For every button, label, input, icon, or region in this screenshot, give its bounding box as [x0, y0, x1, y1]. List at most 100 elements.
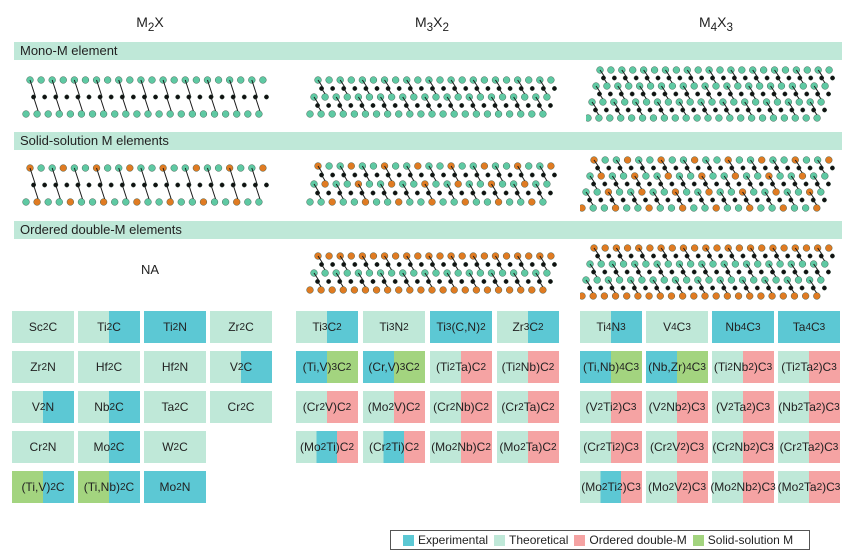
m-atom: [447, 162, 455, 170]
x-atom: [459, 103, 465, 108]
composition-cell: Ta 2 C: [144, 391, 206, 423]
m-atom: [77, 198, 86, 206]
m-atom: [758, 244, 766, 252]
m-atom: [428, 110, 436, 118]
m-atom: [806, 276, 814, 284]
composition-cell: Mo 2 C: [78, 431, 140, 463]
x-atom: [503, 103, 509, 108]
composition-cell: (Mo 2 Ta 2)C 3: [778, 471, 840, 503]
m-atom: [601, 244, 609, 252]
m-atom: [768, 204, 776, 212]
m-atom: [621, 98, 629, 106]
m-atom: [306, 110, 314, 118]
m-atom: [506, 198, 514, 206]
m-atom: [615, 188, 624, 196]
m-atom: [802, 244, 811, 252]
m-atom: [727, 276, 735, 284]
m-atom: [395, 198, 403, 206]
m-atom: [395, 110, 403, 118]
m-atom: [347, 252, 355, 260]
m-atom: [525, 252, 533, 260]
m-atom: [199, 110, 208, 118]
x-atom: [352, 262, 358, 267]
m-atom: [199, 198, 208, 206]
m-atom: [709, 172, 717, 180]
m-atom: [783, 276, 791, 284]
x-atom: [86, 94, 92, 100]
composition-cell: Ti 3 N 2: [363, 311, 425, 343]
bond-line: [162, 79, 170, 98]
m-atom: [436, 76, 444, 84]
m-atom: [693, 114, 701, 122]
x-atom: [481, 103, 487, 108]
m-atom: [746, 292, 754, 300]
m-atom: [611, 204, 620, 212]
x-atom: [463, 172, 469, 178]
m-atom: [432, 93, 440, 101]
x-atom: [330, 86, 336, 91]
bond-line: [251, 167, 258, 186]
m-atom: [679, 82, 687, 90]
x-atom: [732, 197, 738, 203]
x-atom: [463, 262, 469, 267]
m-atom: [450, 286, 458, 294]
m-atom: [406, 286, 414, 294]
m-atom: [589, 204, 597, 212]
x-atom: [403, 190, 409, 196]
m-atom: [821, 260, 829, 268]
x-atom: [64, 94, 70, 100]
m-atom: [521, 93, 529, 101]
x-atom: [695, 91, 701, 97]
x-atom: [396, 86, 402, 91]
x-atom: [503, 279, 509, 284]
m-atom: [694, 66, 702, 74]
x-atom: [651, 165, 656, 171]
bond-line: [229, 79, 236, 98]
m-atom: [683, 276, 691, 284]
m-atom: [192, 164, 200, 172]
m-atom: [539, 286, 547, 294]
x-atom: [760, 91, 766, 97]
m-atom: [734, 292, 743, 300]
m-atom: [754, 260, 762, 268]
m-atom: [781, 66, 790, 74]
m-atom: [126, 76, 134, 84]
m-atom: [611, 292, 620, 300]
x-atom: [740, 165, 746, 171]
x-atom: [736, 181, 742, 187]
x-atom: [414, 190, 420, 196]
structure-m3x2-mono: [306, 76, 557, 118]
m-atom: [425, 162, 433, 170]
x-atom: [691, 269, 697, 275]
m-atom: [170, 164, 178, 172]
m-atom: [601, 156, 609, 164]
m-atom: [502, 76, 511, 84]
x-atom: [370, 279, 376, 284]
m-atom: [166, 198, 174, 206]
m-atom: [255, 110, 263, 118]
x-atom: [396, 262, 402, 267]
m-atom: [734, 82, 742, 90]
x-atom: [643, 197, 648, 203]
m-atom: [712, 292, 720, 300]
x-atom: [374, 172, 380, 178]
m-atom: [646, 244, 654, 252]
x-atom: [620, 285, 626, 291]
x-atom: [552, 172, 557, 178]
m-atom: [543, 269, 551, 277]
m-atom: [791, 156, 799, 164]
x-atom: [153, 94, 158, 100]
m-atom: [144, 110, 152, 118]
m-atom: [742, 172, 751, 180]
m-atom: [597, 260, 605, 268]
x-atom: [481, 190, 487, 196]
m-atom: [37, 76, 45, 84]
m-atom: [469, 162, 477, 170]
m-atom: [668, 82, 676, 90]
x-atom: [548, 279, 553, 284]
x-atom: [830, 165, 835, 171]
x-atom: [525, 103, 531, 108]
m-atom: [417, 198, 425, 206]
m-atom: [756, 82, 764, 90]
